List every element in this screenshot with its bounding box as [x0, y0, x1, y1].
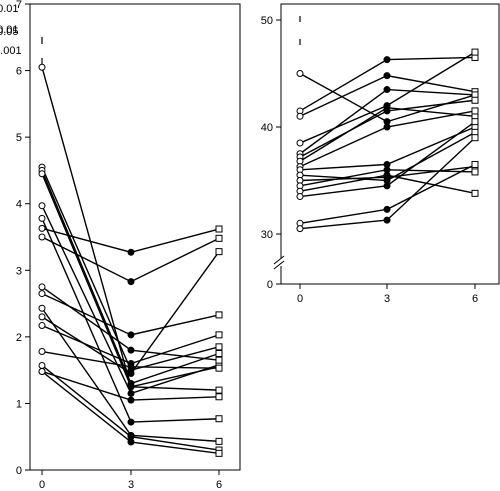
data-point-month3: [127, 363, 135, 371]
data-point-month6: [215, 356, 223, 364]
data-point-month6: [471, 96, 479, 104]
data-point-baseline: [38, 304, 46, 312]
y-tick-label: 2: [16, 332, 22, 344]
significance-label: p <0.001: [0, 45, 22, 57]
data-point-baseline: [38, 322, 46, 330]
data-point-month6: [215, 415, 223, 423]
data-point-baseline: [296, 70, 304, 77]
data-point-month6: [471, 168, 479, 176]
data-point-baseline: [38, 283, 46, 291]
series-line: [41, 251, 220, 375]
data-point-month3: [383, 205, 391, 213]
data-point-month6: [471, 48, 479, 56]
plot-frame-left: [29, 3, 241, 471]
y-tick-label: 0: [16, 465, 22, 477]
data-point-baseline: [38, 224, 46, 232]
data-point-baseline: [38, 233, 46, 241]
chart-panel-right: 3040500036p <0.05p <0.01: [0, 3, 500, 305]
x-tick-label: 0: [39, 479, 45, 491]
data-point-baseline: [296, 193, 304, 201]
data-point-month3: [127, 346, 135, 354]
series-line: [41, 166, 220, 371]
data-point-month3: [383, 56, 391, 64]
y-tick-label: 50: [261, 15, 273, 27]
data-point-baseline: [38, 202, 46, 210]
data-point-month3: [127, 418, 135, 426]
data-point-month6: [215, 393, 223, 401]
data-point-baseline: [296, 225, 304, 233]
data-point-month3: [127, 396, 135, 404]
plot-frame-right: [280, 3, 500, 285]
data-point-month3: [383, 171, 391, 179]
data-point-month6: [471, 118, 479, 126]
significance-label: p <0.01: [0, 3, 19, 15]
data-point-month3: [383, 104, 391, 112]
data-point-baseline: [38, 290, 46, 298]
data-point-month6: [215, 311, 223, 319]
data-point-month6: [471, 189, 479, 197]
data-point-month6: [215, 364, 223, 372]
axis-break-gap: [273, 258, 289, 266]
x-tick-label: 6: [472, 293, 478, 305]
data-point-month3: [127, 331, 135, 339]
data-point-month3: [383, 72, 391, 80]
series-line: [41, 227, 220, 254]
data-point-baseline: [38, 348, 46, 356]
data-point-month3: [383, 182, 391, 190]
axis-break-mark: [273, 255, 285, 265]
x-tick-label: 0: [297, 293, 303, 305]
data-point-baseline: [38, 170, 46, 178]
data-point-month6: [215, 234, 223, 242]
y-tick-label: 5: [16, 132, 22, 144]
y-tick-label: 0: [267, 279, 273, 291]
x-tick-label: 3: [384, 293, 390, 305]
data-point-month3: [127, 248, 135, 256]
y-tick-label: 40: [261, 122, 273, 134]
data-point-month6: [215, 343, 223, 351]
data-point-month3: [127, 389, 135, 397]
data-point-month3: [383, 86, 391, 94]
data-point-month3: [127, 278, 135, 286]
series-line: [41, 236, 220, 283]
data-point-baseline: [38, 214, 46, 222]
data-point-month3: [127, 438, 135, 446]
data-point-month6: [215, 449, 223, 457]
y-tick-label: 7: [16, 0, 22, 11]
y-tick-label: 4: [16, 199, 22, 211]
data-point-baseline: [38, 313, 46, 321]
data-point-baseline: [38, 361, 46, 369]
data-point-month6: [215, 248, 223, 256]
series-line: [41, 292, 220, 336]
y-tick-label: 3: [16, 265, 22, 277]
data-point-month6: [215, 350, 223, 357]
data-point-month3: [383, 216, 391, 224]
y-tick-label: 6: [16, 66, 22, 78]
data-point-month6: [215, 437, 223, 445]
data-point-month6: [471, 160, 479, 168]
data-point-month6: [215, 331, 223, 339]
data-point-month6: [215, 225, 223, 233]
y-tick-label: 1: [16, 398, 22, 410]
significance-label: p <0.01: [0, 24, 19, 36]
data-point-month3: [383, 123, 391, 131]
x-tick-label: 6: [216, 479, 222, 491]
data-point-month6: [471, 134, 479, 142]
x-tick-label: 3: [128, 479, 134, 491]
chart-panel-left: 0 1 2 3 4 5 6 7 0 3 6 p <0.001 p <0.01: [0, 0, 241, 491]
data-point-baseline: [296, 112, 304, 120]
y-tick-label: 30: [261, 229, 273, 241]
data-point-baseline: [296, 139, 304, 147]
data-point-month6: [471, 107, 479, 115]
data-point-baseline: [38, 367, 46, 375]
axis-break-mark: [273, 260, 285, 270]
data-point-month3: [127, 369, 135, 377]
significance-label: p <0.05: [0, 26, 19, 38]
data-point-baseline: [38, 63, 46, 71]
data-point-month6: [215, 386, 223, 394]
